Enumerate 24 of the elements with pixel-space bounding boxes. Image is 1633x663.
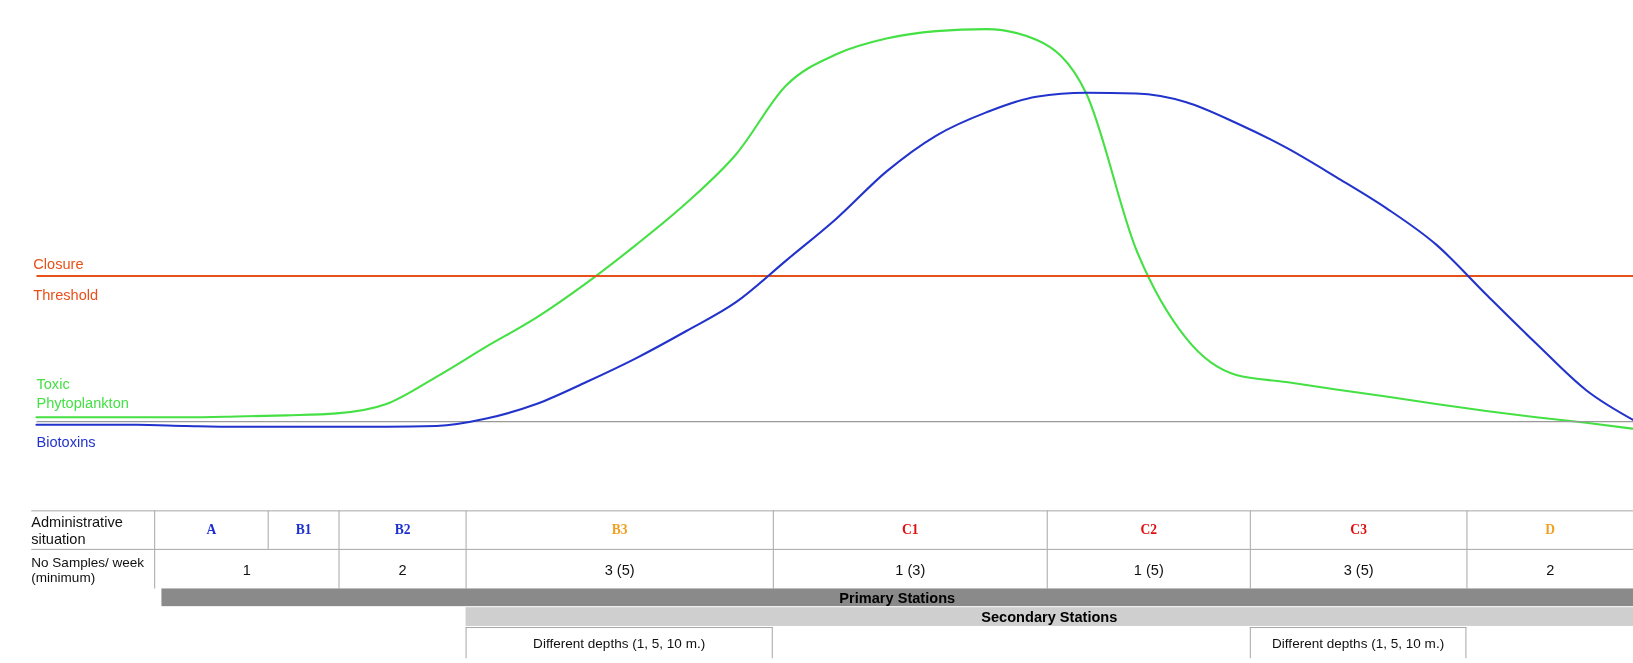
- text: B2: [338, 510, 466, 549]
- text: C1: [772, 510, 1047, 549]
- text: C2: [1046, 510, 1250, 549]
- series-label: Biotoxins: [36, 433, 96, 450]
- text: No Samples/ week (minimum): [31, 548, 155, 589]
- text: B1: [267, 510, 339, 549]
- text: 1 (3): [772, 548, 1047, 589]
- text: C3: [1249, 510, 1467, 549]
- text: Different depths (1, 5, 10 m.): [465, 626, 773, 659]
- text: 3 (5): [465, 548, 773, 589]
- series-label: Toxic Phytoplankton: [36, 376, 129, 411]
- text: B3: [465, 510, 773, 549]
- ref-line-label: Closure Threshold: [33, 255, 99, 303]
- text: D: [1466, 510, 1633, 549]
- text: Administrative situation: [31, 510, 155, 549]
- text: Primary Stations: [161, 588, 1633, 607]
- text: 3 (5): [1249, 548, 1467, 589]
- text: 1: [154, 548, 339, 589]
- text: 2: [1466, 548, 1633, 589]
- text: 2: [338, 548, 466, 589]
- text: 1 (5): [1046, 548, 1250, 589]
- text: A: [154, 510, 268, 549]
- text: Different depths (1, 5, 10 m.): [1249, 626, 1467, 659]
- text: Secondary Stations: [465, 607, 1633, 626]
